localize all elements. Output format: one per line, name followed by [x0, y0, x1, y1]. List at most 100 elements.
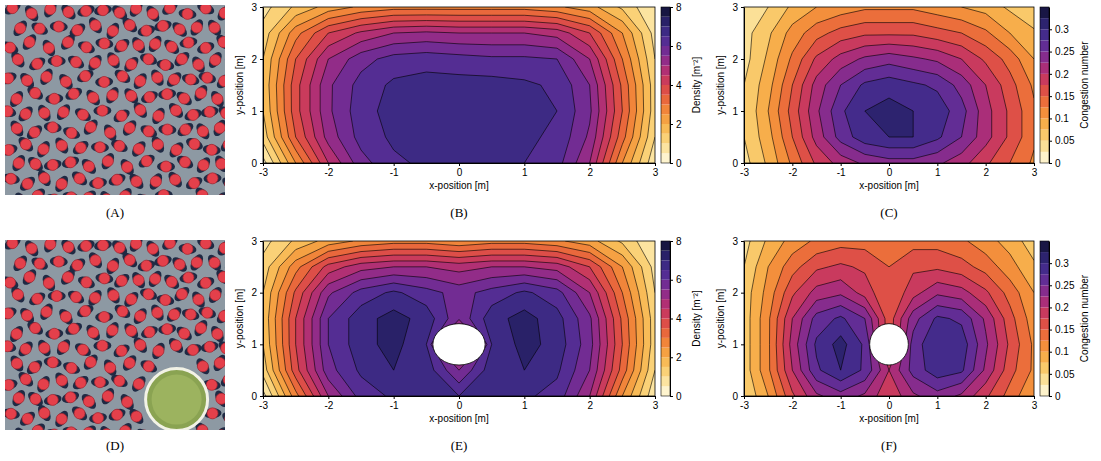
colorbar-tick: 0.05	[1049, 369, 1075, 380]
person-head	[124, 357, 135, 368]
person-head	[5, 277, 16, 288]
x-tick-label: 3	[1032, 400, 1038, 411]
colorbar-band	[661, 367, 670, 377]
colorbar-band	[1040, 374, 1049, 385]
person-head	[93, 178, 104, 189]
person-shoulders	[12, 190, 30, 195]
person-head	[202, 72, 213, 83]
x-tick: -1	[837, 163, 846, 178]
person-head	[164, 5, 175, 14]
bucket-inner	[152, 375, 202, 425]
person-shoulders	[93, 341, 111, 351]
person-shoulders	[154, 189, 173, 195]
person-shoulders	[139, 89, 160, 106]
person-shoulders	[144, 240, 162, 259]
person-shoulders	[129, 270, 147, 291]
person-shoulders	[184, 136, 205, 153]
panel-letter: (D)	[106, 438, 124, 453]
person-head	[39, 107, 50, 118]
x-tick: -1	[390, 396, 399, 411]
person-shoulders	[193, 185, 212, 195]
person-shoulders	[196, 40, 216, 56]
contour-band	[320, 32, 599, 163]
colorbar-tick-label: 8	[676, 236, 682, 247]
person-head	[209, 257, 220, 268]
person-shoulders	[5, 172, 21, 185]
contour-band	[744, 7, 1034, 163]
photo	[5, 5, 225, 195]
colorbar-tick-label: 0.15	[1055, 91, 1075, 102]
person-head	[24, 272, 35, 283]
x-tick-mark	[655, 396, 656, 399]
y-tick: 2	[732, 287, 744, 298]
person-head	[214, 357, 225, 368]
person-head	[183, 272, 194, 283]
person-head	[99, 311, 110, 322]
person-shoulders	[212, 153, 225, 174]
person-shoulders	[131, 71, 149, 91]
y-tick: 1	[732, 106, 744, 117]
person-head	[26, 8, 37, 19]
y-axis: 0123	[251, 236, 263, 402]
person-shoulders	[150, 341, 168, 362]
colorbar-tick-label: 2	[676, 352, 682, 363]
person-shoulders	[214, 32, 225, 52]
person-shoulders	[155, 293, 175, 307]
person-shoulders	[147, 171, 165, 192]
colorbar-tick-label: 0	[1055, 391, 1061, 402]
x-tick-label: -2	[324, 400, 333, 411]
y-tick-mark	[260, 241, 263, 242]
person-head	[197, 126, 208, 137]
x-axis-title: x-position [m]	[429, 180, 489, 191]
person-head	[81, 277, 92, 288]
colorbar-tick: 0.3	[1049, 24, 1069, 35]
person-head	[174, 259, 185, 270]
person-shoulders	[189, 289, 207, 310]
person-shoulders	[181, 72, 201, 87]
person-head	[38, 379, 49, 390]
colorbar-tick-mark	[1049, 396, 1052, 397]
person-shoulders	[93, 240, 113, 252]
person-shoulders	[166, 335, 186, 355]
person-shoulders	[222, 54, 225, 73]
y-tick: 1	[732, 339, 744, 350]
person-shoulders	[45, 328, 64, 339]
contour-band	[328, 283, 580, 396]
person-head	[182, 243, 193, 254]
colorbar-band	[1040, 285, 1049, 296]
colorbar-band	[1040, 252, 1049, 263]
person-shoulders	[129, 35, 147, 56]
x-tick-mark	[524, 396, 525, 399]
person-head	[11, 93, 22, 104]
person-head	[105, 362, 116, 373]
person-shoulders	[136, 258, 156, 273]
person-shoulders	[138, 358, 159, 375]
person-shoulders	[214, 267, 225, 287]
colorbar-tick-mark	[1049, 52, 1052, 53]
person-head	[219, 7, 225, 18]
person-head	[72, 260, 83, 271]
y-tick-mark	[741, 344, 744, 345]
colorbar-band	[661, 27, 670, 37]
person-head	[22, 75, 33, 86]
person-head	[114, 7, 125, 18]
person-head	[102, 391, 113, 402]
person-head	[216, 393, 225, 404]
person-shoulders	[166, 100, 186, 120]
person-shoulders	[43, 393, 63, 407]
person-head	[7, 240, 18, 249]
person-shoulders	[155, 58, 175, 72]
person-head	[90, 255, 101, 266]
person-shoulders	[61, 425, 81, 430]
x-tick-label: 1	[935, 400, 941, 411]
person-shoulders	[112, 271, 132, 290]
person-head	[169, 309, 180, 320]
person-head	[32, 293, 43, 304]
colorbar: 02468Density [m⁻²]	[661, 2, 702, 169]
person-head	[75, 377, 86, 388]
x-tick: -2	[324, 396, 333, 411]
person-head	[135, 76, 146, 87]
person-head	[81, 42, 92, 53]
colorbar-axis: 00.050.10.150.20.250.3	[1049, 8, 1075, 169]
colorbar-tick-label: 0.2	[1055, 69, 1069, 80]
